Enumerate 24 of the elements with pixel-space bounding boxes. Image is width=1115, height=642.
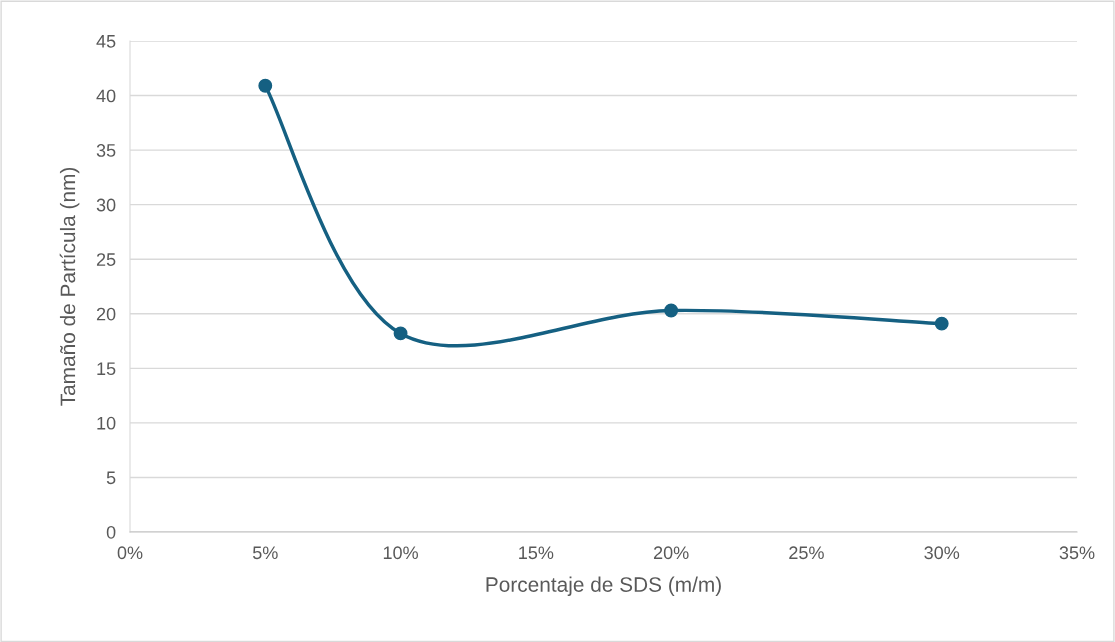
x-tick-label: 0% [117,546,143,560]
y-tick-label: 15 [97,362,116,376]
x-tick-label: 15% [519,546,554,560]
x-tick-label: 35% [1059,546,1095,560]
y-tick-label: 10 [97,416,116,430]
x-tick-label: 25% [789,546,824,560]
y-tick-label: 0 [106,525,116,539]
x-tick-label: 10% [383,546,418,560]
point [934,316,949,331]
point [664,303,679,318]
y-tick-label: 40 [96,89,116,103]
y-tick-label: 25 [96,253,116,266]
y-tick-label: 20 [96,307,116,321]
y-tick-label: 35 [96,144,116,157]
x-tick-label: 5% [252,546,278,560]
x-axis-title: Porcentaje de SDS (m/m) [486,576,721,597]
x-tick-label: 20% [653,546,689,560]
y-tick-label: 5 [106,471,116,485]
x-tick-label: 30% [924,546,960,560]
y-tick-label: 30 [96,198,116,212]
point [393,326,408,341]
y-axis-title: Tamaño de Partícula (nm) [59,167,80,406]
point [258,78,273,93]
y-tick-label: 45 [96,35,116,48]
